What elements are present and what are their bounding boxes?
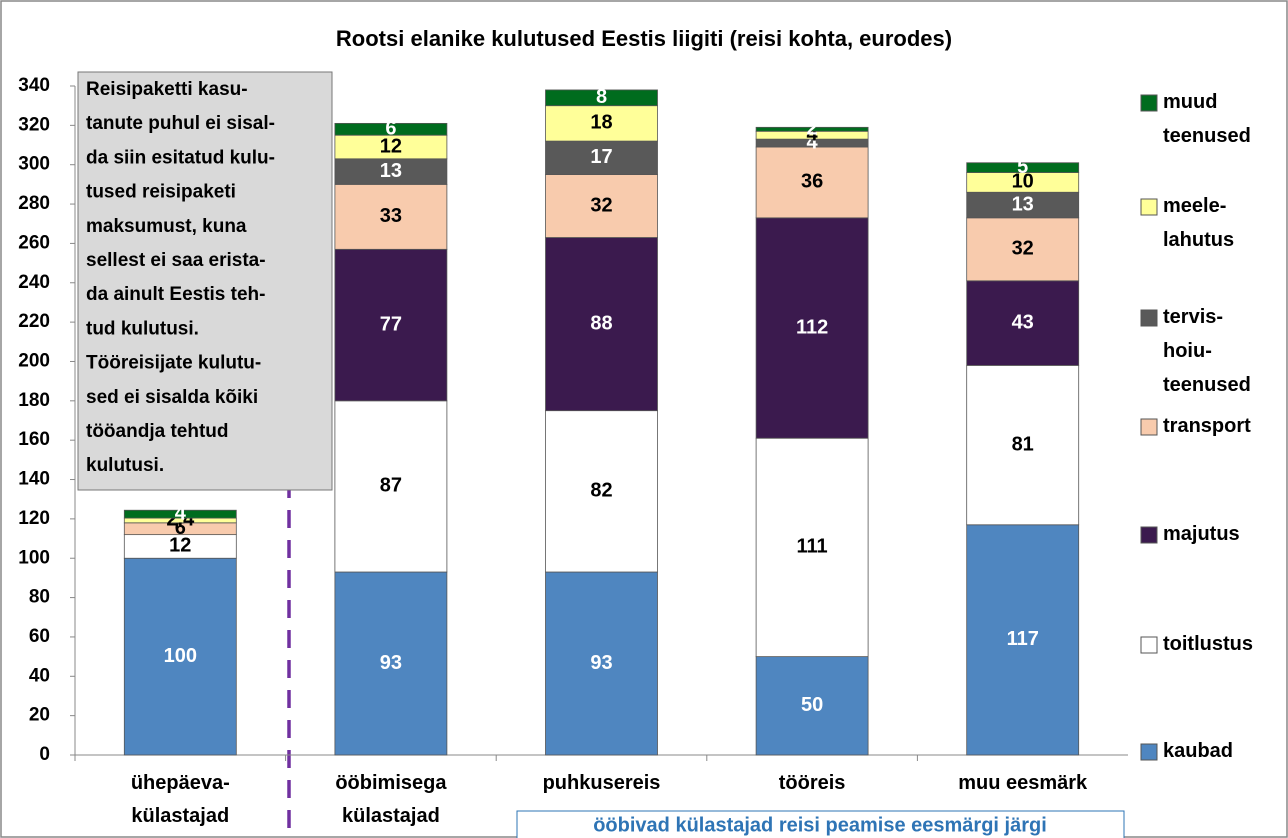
bar-segment <box>755 217 869 439</box>
value-label: 77 <box>380 313 402 335</box>
y-tick-label: 200 <box>18 350 50 371</box>
bar-segment <box>755 656 869 756</box>
y-tick-label: 280 <box>18 193 50 214</box>
bar-segment <box>545 140 658 175</box>
value-label: 82 <box>590 480 612 502</box>
annotation: ööbivad külastajad reisi peamise eesmärg… <box>593 814 1047 836</box>
y-tick-label: 240 <box>18 272 50 293</box>
value-label: 6 <box>175 517 186 539</box>
bar-segment <box>334 122 448 136</box>
x-tick-label: puhkusereis <box>543 772 661 794</box>
value-label: 112 <box>796 316 828 338</box>
y-tick-label: 260 <box>18 232 50 253</box>
value-label: 50 <box>801 694 823 716</box>
value-label: 6 <box>385 118 396 140</box>
value-label: 2 <box>807 118 818 140</box>
value-label: 13 <box>1012 193 1034 215</box>
bar-segment <box>966 191 1080 219</box>
chart-title: Rootsi elanike kulutused Eestis liigiti … <box>336 26 952 51</box>
value-label: 33 <box>380 205 402 227</box>
legend-swatch <box>1140 418 1158 436</box>
value-label: 88 <box>590 312 612 334</box>
value-label: 36 <box>801 171 823 193</box>
y-tick-label: 120 <box>18 508 50 529</box>
value-label: 5 <box>1017 156 1028 178</box>
bar-segment <box>334 248 448 402</box>
legend-swatch <box>1140 309 1158 327</box>
legend-label: majutus <box>1163 523 1240 545</box>
y-tick-label: 220 <box>18 311 50 332</box>
legend-label: meele-lahutus <box>1163 195 1234 251</box>
y-tick-label: 340 <box>18 75 50 96</box>
legend-label: transport <box>1163 415 1251 437</box>
bar-segment <box>966 217 1080 282</box>
bar-segment <box>755 437 869 658</box>
x-tick-label: tööreis <box>779 772 846 794</box>
value-label: 4 <box>175 502 187 524</box>
x-tick-label: ühepäeva-külastajad <box>131 772 230 827</box>
value-label: 17 <box>590 146 612 168</box>
y-tick-label: 0 <box>39 744 50 765</box>
legend-swatch <box>1140 94 1158 112</box>
value-label: 43 <box>1012 311 1034 333</box>
value-label: 87 <box>380 475 402 497</box>
x-tick-label: muu eesmärk <box>958 772 1088 794</box>
legend-swatch <box>1140 526 1158 544</box>
y-tick-label: 80 <box>29 587 50 608</box>
value-label: 10 <box>1012 171 1034 193</box>
legend-swatch <box>1140 743 1158 761</box>
value-label: 81 <box>1012 433 1034 455</box>
value-label: 8 <box>596 86 607 108</box>
legend-label: kaubad <box>1163 740 1233 762</box>
bar-segment <box>123 509 237 519</box>
bar-segment <box>966 365 1080 526</box>
value-label: 93 <box>380 652 402 674</box>
value-label: 32 <box>590 194 612 216</box>
annotation: Reisipaketti kasu-tanute puhul ei sisal-… <box>86 79 275 476</box>
value-label: 100 <box>164 645 197 667</box>
legend-label: toitlustus <box>1163 633 1253 655</box>
y-tick-label: 100 <box>18 547 50 568</box>
y-tick-label: 140 <box>18 469 50 490</box>
bar-segment <box>755 146 869 219</box>
x-tick-label: ööbimisega külastajad <box>335 772 447 827</box>
bar-segment <box>966 162 1080 173</box>
value-label: 13 <box>380 160 402 182</box>
bar-segment <box>545 105 658 142</box>
bar-segment <box>545 571 658 756</box>
annotation-box <box>516 810 1125 838</box>
legend-swatch <box>1140 636 1158 654</box>
y-tick-label: 160 <box>18 429 50 450</box>
bar-segment <box>334 183 448 250</box>
value-label: 12 <box>380 135 402 157</box>
y-tick-label: 20 <box>29 705 50 726</box>
value-label: 12 <box>169 535 191 557</box>
legend-swatch <box>1140 198 1158 216</box>
bar-segment <box>123 557 237 756</box>
y-tick-label: 60 <box>29 626 50 647</box>
y-tick-label: 300 <box>18 154 50 175</box>
value-label: 111 <box>797 536 828 558</box>
value-label: 32 <box>1012 238 1034 260</box>
bar-segment <box>334 571 448 756</box>
value-label: 18 <box>590 112 612 134</box>
bar-segment <box>755 126 869 132</box>
y-tick-label: 320 <box>18 114 50 135</box>
bar-segment <box>545 410 658 573</box>
value-label: 117 <box>1007 628 1039 650</box>
legend-label: muud teenused <box>1163 91 1251 147</box>
bar-segment <box>545 237 658 412</box>
y-tick-label: 40 <box>29 665 50 686</box>
value-label: 93 <box>590 652 612 674</box>
bar-segment <box>545 89 658 107</box>
annotation-box <box>77 71 333 491</box>
y-tick-label: 180 <box>18 390 50 411</box>
bar-segment <box>334 400 448 573</box>
legend-label: tervis-hoiu-teenused <box>1163 306 1251 396</box>
